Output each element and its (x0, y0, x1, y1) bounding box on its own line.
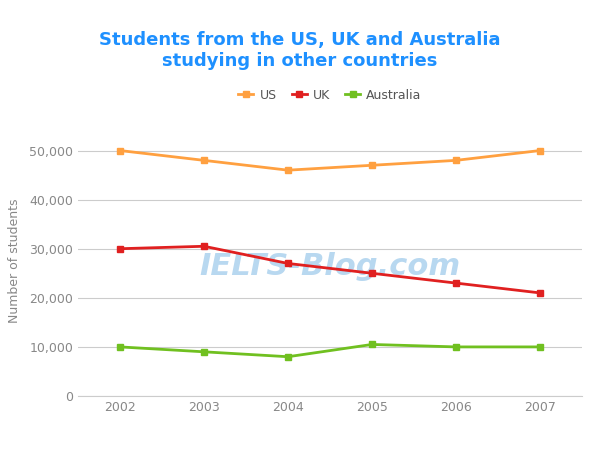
US (368, 162, 376, 168)
Line: Australia: Australia (116, 341, 544, 360)
UK (452, 280, 460, 286)
Y-axis label: Number of students: Number of students (8, 199, 21, 323)
UK (200, 243, 208, 249)
Australia (536, 344, 544, 350)
UK (284, 261, 292, 266)
Australia (116, 344, 124, 350)
UK (368, 270, 376, 276)
US (116, 148, 124, 153)
Australia (284, 354, 292, 360)
US (284, 167, 292, 173)
Line: US: US (116, 147, 544, 174)
US (536, 148, 544, 153)
Text: Students from the US, UK and Australia
studying in other countries: Students from the US, UK and Australia s… (99, 32, 501, 70)
Australia (200, 349, 208, 355)
UK (536, 290, 544, 296)
Text: IELTS-Blog.com: IELTS-Blog.com (199, 252, 461, 281)
Australia (368, 342, 376, 347)
Legend: US, UK, Australia: US, UK, Australia (233, 84, 427, 107)
Line: UK: UK (116, 243, 544, 297)
Australia (452, 344, 460, 350)
UK (116, 246, 124, 252)
US (200, 158, 208, 163)
US (452, 158, 460, 163)
